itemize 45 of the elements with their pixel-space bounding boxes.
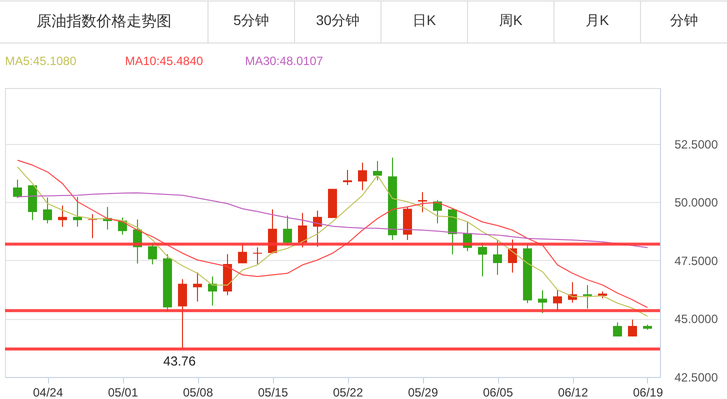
candlestick — [298, 212, 307, 248]
candlestick — [418, 192, 427, 213]
candlestick — [613, 322, 622, 337]
candlestick — [553, 290, 562, 312]
y-tick-label: 42.5000 — [674, 370, 718, 384]
x-tick-label: 05/22 — [332, 386, 364, 399]
x-tick-label: 06/12 — [558, 386, 588, 399]
text: MA30:48.0107 — [245, 54, 324, 68]
text: 周K — [499, 12, 524, 28]
y-tick-label: 47.5000 — [674, 254, 718, 268]
x-tick-label: 05/08 — [182, 386, 214, 399]
text: 月K — [586, 12, 610, 28]
candlestick — [358, 162, 367, 191]
x-tick-label: 06/19 — [632, 386, 664, 399]
text: 30分钟 — [316, 12, 360, 28]
candlestick — [538, 290, 547, 314]
x-tick-label: 05/15 — [258, 386, 288, 399]
candlestick — [583, 284, 592, 309]
text: MA10:45.4840 — [125, 54, 204, 68]
candlestick — [628, 319, 637, 337]
text: 分钟 — [670, 12, 698, 28]
candlestick — [193, 272, 202, 302]
candlestick — [88, 214, 97, 239]
candlestick — [58, 204, 67, 228]
x-tick-label: 05/29 — [408, 386, 438, 399]
candlestick — [238, 242, 247, 264]
y-tick-label: 45.0000 — [674, 312, 718, 326]
candlestick — [13, 179, 22, 199]
annotation: 43.76 — [163, 354, 196, 369]
candlestick — [433, 200, 442, 224]
candlestick — [493, 238, 502, 276]
text: 5分钟 — [233, 12, 270, 28]
candlestick — [178, 278, 187, 348]
text: 日K — [412, 12, 437, 28]
x-tick-label: 05/01 — [108, 386, 138, 399]
candlestick — [43, 197, 52, 224]
candlestick — [373, 160, 382, 181]
candlestick — [73, 196, 82, 228]
y-tick-label: 50.0000 — [674, 196, 718, 210]
text: MA5:45.1080 — [5, 54, 77, 68]
x-tick-label: 06/05 — [482, 386, 514, 399]
x-tick-label: 04/24 — [32, 386, 64, 399]
chart-title: 原油指数价格走势图 — [36, 13, 172, 30]
candlestick — [508, 238, 517, 274]
y-tick-label: 52.5000 — [674, 137, 718, 152]
